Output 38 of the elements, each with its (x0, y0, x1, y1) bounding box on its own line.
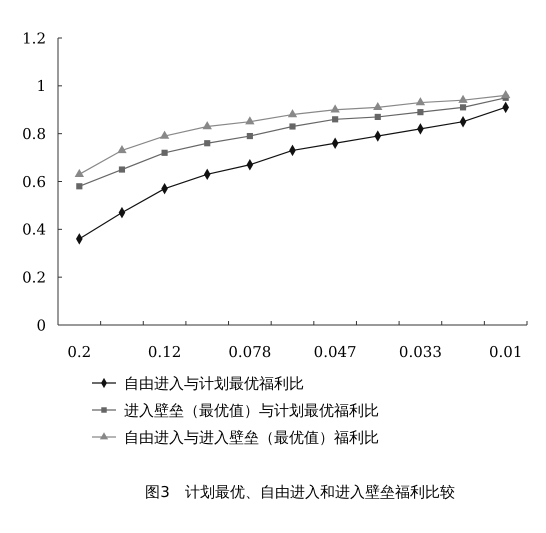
point (117, 145, 127, 154)
x-tick-label: 0.01 (488, 343, 522, 361)
point (202, 121, 212, 130)
point (246, 132, 253, 140)
y-tick-label: 0 (36, 316, 46, 334)
y-tick-label: 1.2 (22, 29, 46, 48)
point (501, 90, 510, 98)
point (332, 116, 338, 122)
point (118, 166, 126, 173)
point (160, 130, 170, 139)
y-tick-label: 0.2 (22, 268, 46, 286)
legend-label: 进入壁垒（最优值）与计划最优福利比 (124, 401, 379, 420)
point (289, 123, 296, 130)
x-tick-label: 0.12 (148, 343, 182, 361)
point (374, 114, 381, 120)
point (373, 102, 382, 110)
legend-label: 自由进入与进入壁垒（最优值）福利比 (124, 428, 379, 446)
point (460, 104, 466, 110)
point (416, 97, 426, 106)
x-tick-label: 0.2 (67, 343, 92, 361)
point (204, 140, 210, 146)
point (76, 183, 82, 190)
point (458, 94, 468, 103)
point (417, 109, 424, 116)
y-tick-label: 0.8 (22, 124, 46, 143)
point (288, 109, 298, 118)
point (162, 150, 168, 156)
x-tick-label: 0.078 (228, 343, 272, 361)
y-tick-label: 0.4 (22, 220, 46, 239)
y-tick-label: 0.6 (22, 172, 46, 191)
point (330, 104, 340, 112)
x-tick-label: 0.033 (398, 343, 442, 361)
legend-label: 自由进入与计划最优福利比 (124, 374, 304, 392)
point (74, 168, 84, 178)
x-tick-label: 0.047 (314, 343, 357, 361)
point (245, 116, 255, 124)
y-tick-label: 1 (36, 77, 46, 96)
text: 图3 计划最优、自由进入和进入壁垒福利比较 (145, 483, 455, 501)
